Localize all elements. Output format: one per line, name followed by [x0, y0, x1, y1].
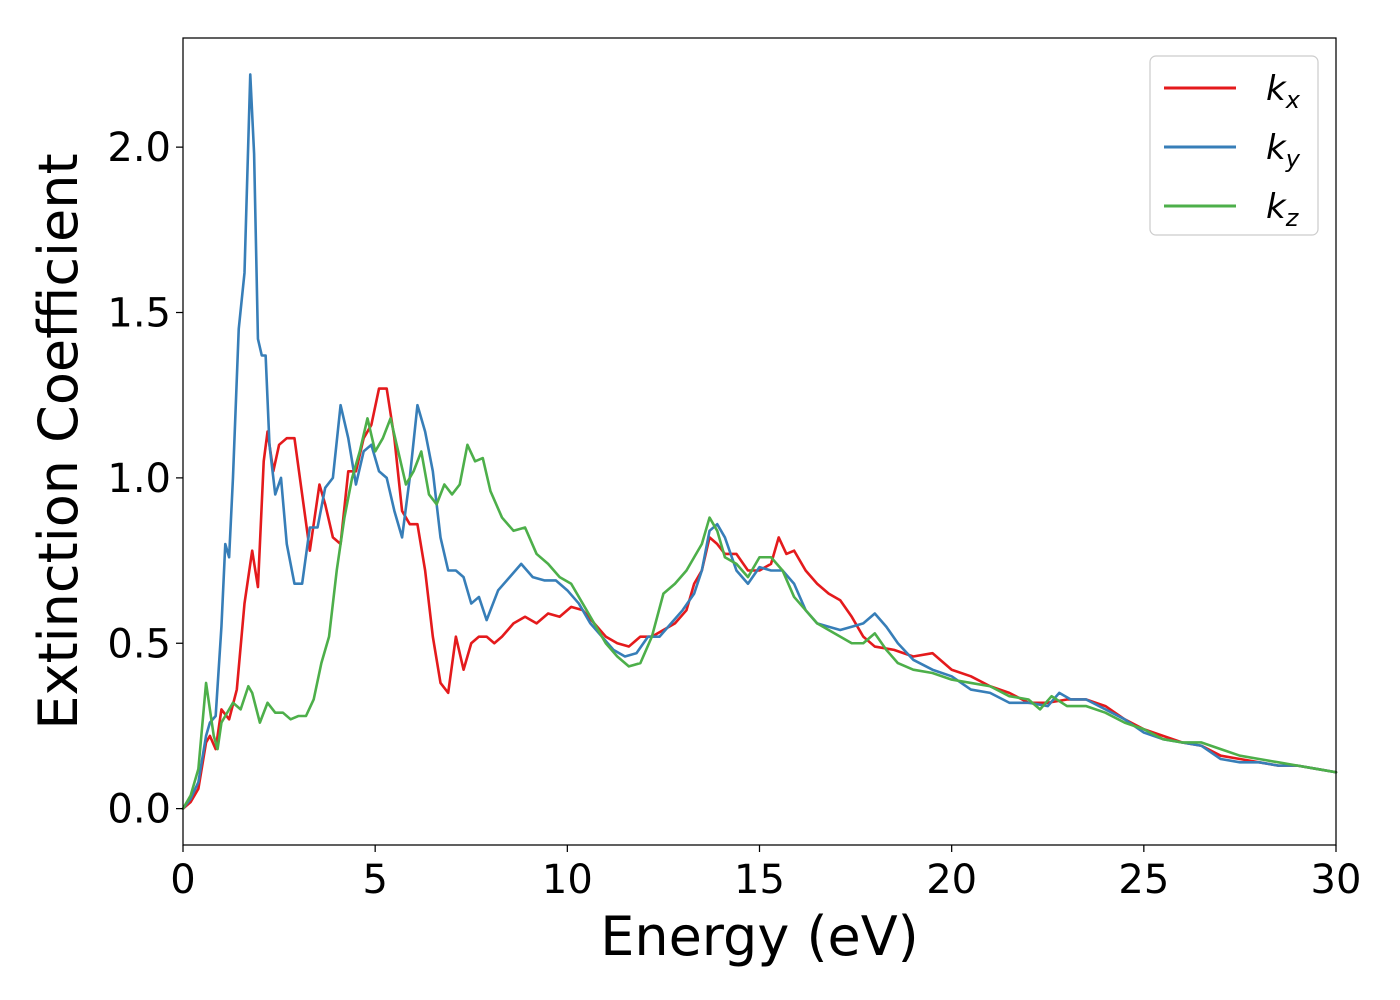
legend-label: kx	[1266, 69, 1301, 114]
y-tick-label: 1.5	[107, 291, 171, 337]
legend-label-base: k	[1266, 128, 1287, 168]
legend-label-base: k	[1266, 69, 1287, 109]
legend-label: ky	[1266, 128, 1301, 173]
x-axis-ticks: 0 5 10 15 20 25 30	[170, 845, 1361, 903]
x-tick-label: 0	[170, 857, 195, 903]
series-layer	[181, 73, 1338, 810]
y-axis-title: Extinction Coefficient	[27, 153, 90, 729]
y-tick-label: 0.0	[107, 787, 171, 833]
x-tick-label: 20	[926, 857, 977, 903]
series-line-kz	[181, 417, 1338, 810]
y-axis-ticks: 0.0 0.5 1.0 1.5 2.0	[107, 125, 183, 833]
y-tick-label: 0.5	[107, 621, 171, 667]
y-tick-label: 2.0	[107, 125, 171, 171]
legend-label-subscript: x	[1285, 86, 1301, 114]
legend-label-base: k	[1266, 187, 1287, 227]
legend-label-subscript: z	[1285, 204, 1300, 232]
series-line-kx	[181, 387, 1338, 810]
x-axis-title: Energy (eV)	[600, 905, 919, 968]
x-tick-label: 30	[1311, 857, 1362, 903]
legend-label-subscript: y	[1285, 145, 1301, 173]
x-tick-label: 25	[1118, 857, 1169, 903]
x-tick-label: 5	[362, 857, 387, 903]
x-tick-label: 10	[542, 857, 593, 903]
x-tick-label: 15	[734, 857, 785, 903]
y-tick-label: 1.0	[107, 456, 171, 502]
legend-label: kz	[1266, 187, 1300, 232]
series-line-ky	[181, 73, 1338, 810]
